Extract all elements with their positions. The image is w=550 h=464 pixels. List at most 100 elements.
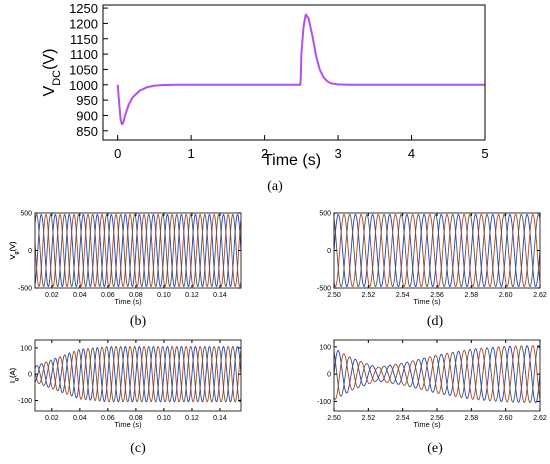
- x-axis-label: Time (s): [263, 152, 321, 169]
- y-tick-label: 950: [76, 93, 98, 108]
- x-tick-label: 2.54: [396, 415, 410, 422]
- y-tick-label: -500: [317, 286, 331, 293]
- panel-caption: (b): [130, 314, 147, 329]
- y-axis-label-sub: g: [14, 251, 20, 254]
- x-tick-label: 5: [481, 146, 488, 161]
- y-tick-label: 0: [327, 372, 331, 379]
- x-tick-label: 2: [261, 146, 268, 161]
- trace-phase-c: [334, 345, 540, 404]
- x-tick-label: 0.14: [213, 292, 227, 299]
- trace-phase-a: [334, 345, 540, 404]
- trace-phase-c: [35, 346, 241, 403]
- x-tick-label: 2.60: [499, 292, 513, 299]
- x-tick-label: 0.14: [213, 415, 227, 422]
- y-tick-label: 1200: [69, 16, 98, 31]
- y-axis-label-sub: g: [14, 378, 20, 381]
- x-tick-label: 2.58: [465, 292, 479, 299]
- trace-phase-c: [334, 214, 540, 287]
- x-tick-label: 0.12: [185, 292, 199, 299]
- x-tick-label: 0.08: [129, 415, 143, 422]
- trace-phase-c: [35, 213, 241, 288]
- x-tick-label: 0.10: [157, 415, 171, 422]
- x-tick-label: 2.58: [465, 415, 479, 422]
- y-tick-label: -500: [18, 286, 32, 293]
- x-tick-label: 2.52: [362, 415, 376, 422]
- trace-phase-b: [334, 214, 540, 287]
- panel-d: 2.50 2.52 2.54 2.56 2.58 2.60 2.62 -500 0 500 Time…: [8, 211, 547, 330]
- x-tick-label: 0.02: [45, 292, 59, 299]
- x-tick-label: 2.56: [430, 415, 444, 422]
- y-axis-label-main: V: [8, 255, 17, 260]
- y-tick-label: -100: [18, 398, 32, 405]
- x-tick-label: 2.50: [327, 415, 341, 422]
- trace-phase-a: [35, 346, 241, 403]
- y-axis-label: Ig(A): [8, 367, 20, 383]
- y-axis-label-unit: (V): [41, 49, 58, 70]
- x-tick-label: 4: [408, 146, 415, 161]
- y-axis-label-unit: (V): [8, 241, 17, 252]
- y-tick-label: 900: [76, 108, 98, 123]
- y-tick-label: -100: [317, 399, 331, 406]
- y-axis-label-unit: (A): [8, 367, 17, 378]
- y-tick-label: 0: [327, 248, 331, 255]
- x-tick-label: 0: [114, 146, 121, 161]
- y-tick-label: 500: [319, 211, 331, 218]
- y-tick-label: 1050: [69, 62, 98, 77]
- y-axis-label: VDC(V): [41, 49, 63, 97]
- x-tick-label: 0.10: [157, 292, 171, 299]
- panel-caption: (c): [130, 441, 146, 456]
- y-axis-label: Vg(V): [8, 241, 20, 260]
- panel-caption: (a): [267, 179, 283, 194]
- y-tick-label: 100: [319, 344, 331, 351]
- x-tick-label: 2.62: [533, 292, 547, 299]
- x-axis-label: Time (s): [413, 420, 441, 429]
- x-tick-label: 0.06: [101, 292, 115, 299]
- y-axis-label-sub: DC: [51, 70, 63, 86]
- x-tick-label: 0.04: [73, 292, 87, 299]
- y-axis-label-unit: (A): [8, 367, 17, 378]
- x-tick-label: 2.52: [362, 292, 376, 299]
- y-axis-label-sub: g: [14, 378, 20, 381]
- x-tick-label: 0.02: [45, 415, 59, 422]
- panel-b: 0.02 0.04 0.06 0.08 0.10 0.12 0.14 -500 0 500 Time…: [8, 211, 242, 329]
- y-axis-label: Ig(A): [8, 367, 20, 383]
- plot-frame: [34, 339, 242, 412]
- panel-caption: (d): [427, 314, 444, 329]
- x-tick-label: 3: [334, 146, 341, 161]
- x-axis-label: Time (s): [413, 297, 441, 306]
- x-tick-label: 0.08: [129, 292, 143, 299]
- y-tick-label: 1000: [69, 78, 98, 93]
- x-tick-label: 1: [188, 146, 195, 161]
- y-tick-label: 850: [76, 124, 98, 139]
- x-tick-label: 0.12: [185, 415, 199, 422]
- y-axis-label: Vg(V): [8, 241, 20, 260]
- trace-phase-b: [334, 345, 540, 403]
- y-tick-label: 0: [28, 372, 32, 379]
- plot-frame: [102, 4, 486, 141]
- y-axis-label-main: I: [8, 381, 17, 383]
- y-tick-label: 0: [28, 248, 32, 255]
- trace-phase-a: [35, 213, 241, 288]
- x-tick-label: 2.56: [430, 292, 444, 299]
- panel-caption: (e): [427, 441, 443, 456]
- x-tick-label: 2.50: [327, 292, 341, 299]
- y-axis-label-main: V: [8, 255, 17, 260]
- trace-phase-a: [334, 214, 540, 287]
- x-axis-label: Time (s): [114, 420, 142, 429]
- y-tick-label: 100: [20, 345, 32, 352]
- x-axis-label: Time (s): [114, 297, 142, 306]
- y-axis-label-unit: (V): [8, 241, 17, 252]
- y-axis-label-main: I: [8, 381, 17, 383]
- y-tick-label: 1150: [70, 32, 98, 47]
- y-axis-label-sub: g: [14, 251, 20, 254]
- x-tick-label: 0.06: [101, 415, 115, 422]
- vdc-trace: [116, 12, 485, 125]
- y-axis-label-main: V: [41, 85, 58, 96]
- x-tick-label: 2.62: [533, 415, 547, 422]
- y-tick-label: 500: [20, 211, 32, 218]
- y-tick-label: 1250: [69, 1, 98, 16]
- x-tick-label: 0.04: [73, 415, 87, 422]
- panel-e: 2.50 2.52 2.54 2.56 2.58 2.60 2.62 -100 0 100 Time…: [8, 339, 547, 456]
